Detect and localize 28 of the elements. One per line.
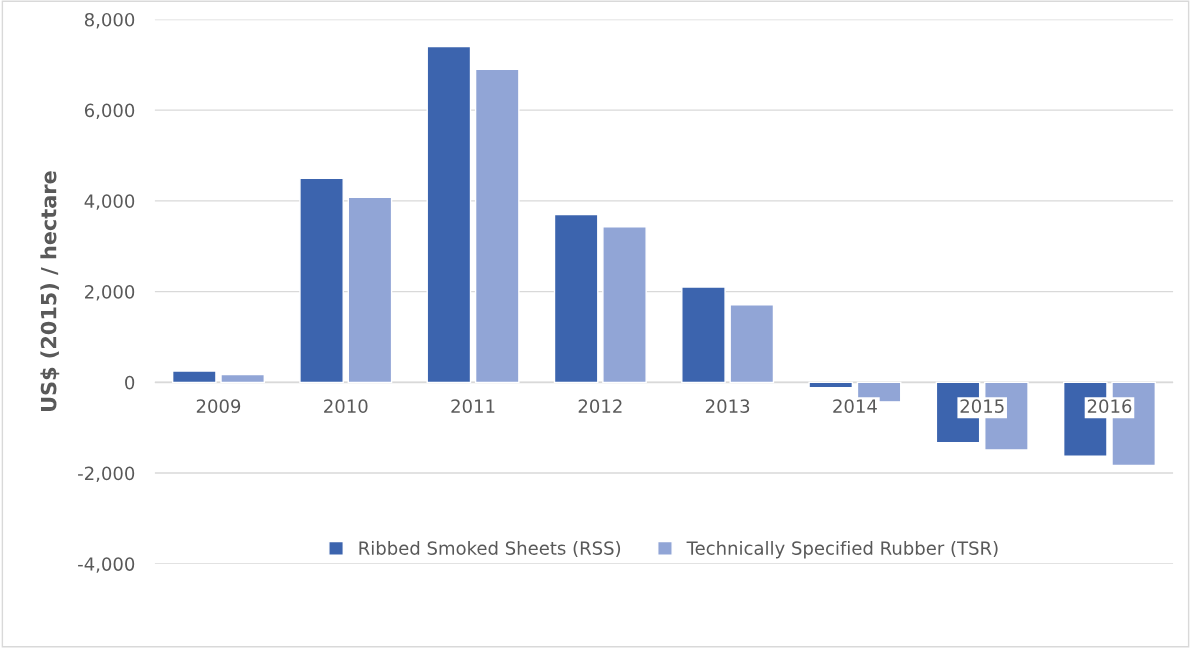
x-tick-label: 2016	[1087, 399, 1132, 413]
bar	[681, 286, 726, 384]
y-tick-label: 4,000	[84, 194, 135, 210]
y-tick-label: -4,000	[78, 557, 135, 573]
y-tick-label: 2,000	[85, 285, 135, 301]
bar	[553, 213, 599, 384]
x-tick-label: 2010	[324, 399, 368, 413]
legend-label: Ribbed Smoked Sheets (RSS)	[359, 540, 621, 558]
x-tick-label: 2013	[705, 399, 750, 413]
bar	[220, 373, 265, 384]
x-tick-label: 2015	[960, 399, 1004, 413]
x-tick-label: 2012	[578, 399, 622, 413]
bar	[426, 45, 472, 384]
bar	[347, 196, 393, 384]
x-tick-label: 2009	[196, 399, 241, 413]
y-axis-title: US$ (2015) / hectare	[40, 171, 60, 411]
bar	[729, 304, 775, 384]
bar	[299, 177, 344, 384]
y-tick-label: -2,000	[78, 466, 135, 482]
legend-label: Technically Specified Rubber (TSR)	[686, 540, 998, 559]
y-tick-label: 8,000	[84, 12, 135, 29]
bar	[474, 68, 520, 384]
x-tick-label: 2011	[451, 399, 495, 413]
bar	[171, 370, 217, 384]
y-tick-label: 6,000	[84, 103, 135, 120]
bar	[602, 226, 647, 384]
y-tick-label: 0	[125, 375, 135, 390]
x-tick-label: 2014	[833, 399, 877, 413]
